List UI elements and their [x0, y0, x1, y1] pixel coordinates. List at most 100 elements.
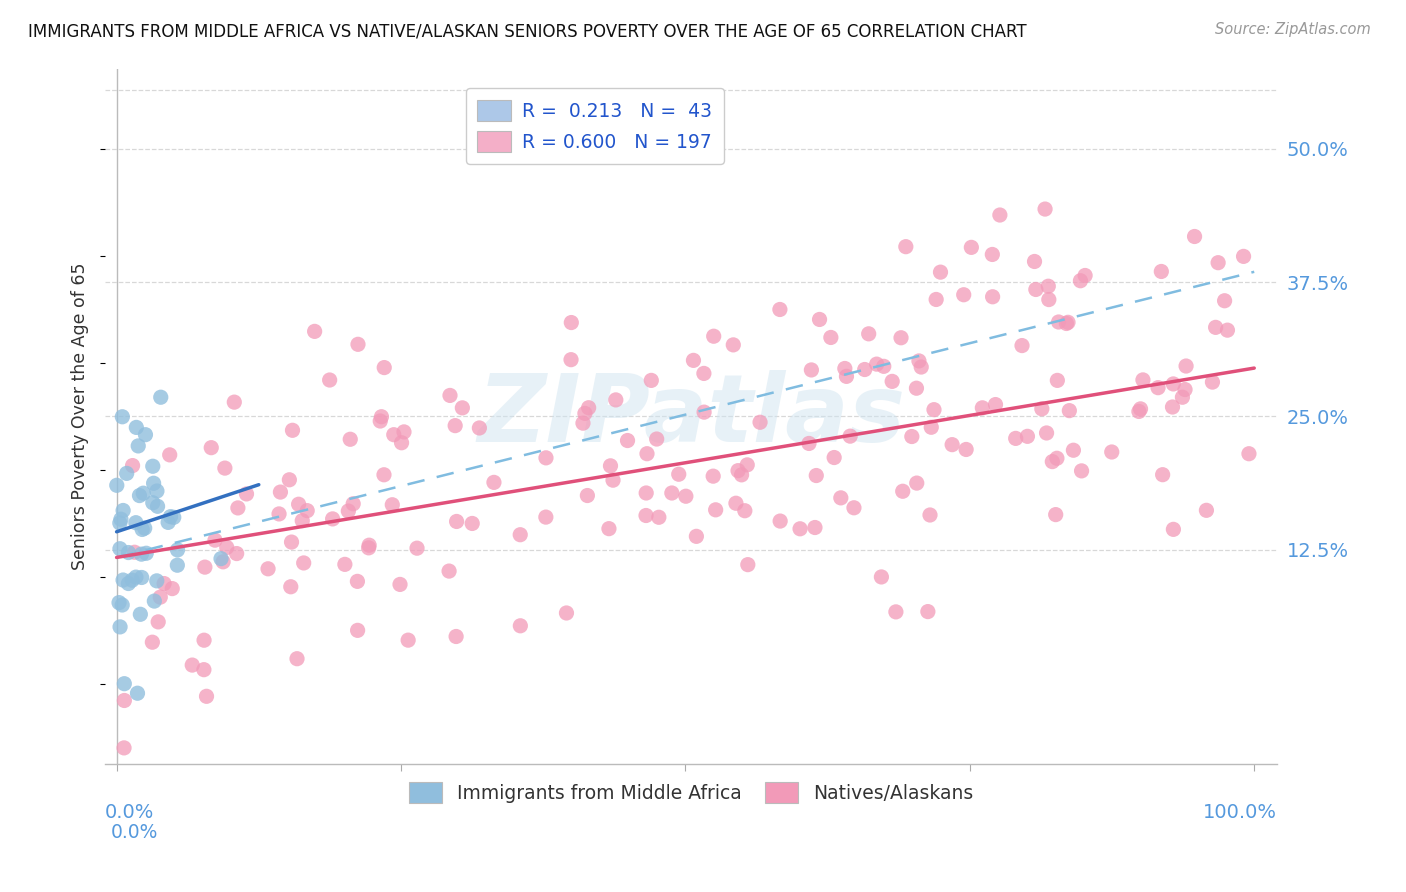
- Point: [1129, 401, 1152, 416]
- Point: [1152, 467, 1174, 482]
- Point: [1128, 404, 1150, 418]
- Point: [988, 208, 1011, 222]
- Point: [1201, 375, 1223, 389]
- Point: [830, 491, 852, 505]
- Point: [112, 740, 135, 755]
- Point: [143, 594, 166, 608]
- Y-axis label: Seniors Poverty Over the Age of 65: Seniors Poverty Over the Age of 65: [72, 262, 89, 570]
- Point: [560, 352, 582, 367]
- Point: [281, 423, 304, 437]
- Point: [534, 450, 557, 465]
- Point: [194, 560, 217, 574]
- Point: [291, 514, 314, 528]
- Point: [373, 360, 395, 375]
- Point: [121, 458, 143, 473]
- Point: [835, 369, 858, 384]
- Point: [125, 570, 148, 584]
- Point: [134, 521, 156, 535]
- Point: [823, 450, 845, 465]
- Point: [117, 576, 139, 591]
- Point: [598, 522, 620, 536]
- Point: [112, 503, 135, 517]
- Point: [955, 442, 977, 457]
- Point: [769, 302, 792, 317]
- Point: [318, 373, 340, 387]
- Point: [800, 363, 823, 377]
- Point: [392, 425, 415, 439]
- Text: 100.0%: 100.0%: [1204, 803, 1277, 822]
- Point: [873, 359, 896, 374]
- Point: [704, 503, 727, 517]
- Point: [295, 503, 318, 517]
- Point: [1011, 338, 1033, 352]
- Point: [159, 509, 181, 524]
- Point: [1070, 464, 1092, 478]
- Point: [1171, 390, 1194, 404]
- Point: [482, 475, 505, 490]
- Point: [1004, 431, 1026, 445]
- Point: [209, 551, 232, 566]
- Point: [347, 337, 370, 351]
- Point: [333, 558, 356, 572]
- Text: IMMIGRANTS FROM MIDDLE AFRICA VS NATIVE/ALASKAN SENIORS POVERTY OVER THE AGE OF : IMMIGRANTS FROM MIDDLE AFRICA VS NATIVE/…: [28, 22, 1026, 40]
- Point: [280, 535, 302, 549]
- Point: [1054, 317, 1077, 331]
- Point: [693, 405, 716, 419]
- Point: [128, 489, 150, 503]
- Point: [112, 573, 135, 587]
- Point: [648, 510, 671, 524]
- Point: [146, 500, 169, 514]
- Point: [163, 510, 186, 524]
- Text: Source: ZipAtlas.com: Source: ZipAtlas.com: [1215, 22, 1371, 37]
- Point: [1213, 293, 1236, 308]
- Point: [1237, 447, 1260, 461]
- Point: [634, 508, 657, 523]
- Point: [842, 500, 865, 515]
- Point: [1074, 268, 1097, 283]
- Point: [960, 240, 983, 254]
- Point: [200, 441, 222, 455]
- Point: [866, 357, 889, 371]
- Point: [636, 486, 658, 500]
- Point: [918, 508, 941, 522]
- Point: [668, 467, 690, 482]
- Point: [142, 496, 165, 510]
- Point: [599, 458, 621, 473]
- Point: [910, 359, 932, 374]
- Point: [920, 420, 942, 434]
- Point: [112, 693, 135, 707]
- Point: [159, 448, 181, 462]
- Point: [882, 375, 904, 389]
- Point: [576, 489, 599, 503]
- Point: [734, 504, 756, 518]
- Point: [142, 459, 165, 474]
- Point: [215, 541, 238, 555]
- Point: [1017, 429, 1039, 443]
- Point: [131, 570, 153, 584]
- Point: [905, 381, 928, 395]
- Point: [381, 498, 404, 512]
- Point: [749, 415, 772, 429]
- Point: [1216, 323, 1239, 337]
- Point: [1046, 373, 1069, 387]
- Point: [853, 362, 876, 376]
- Point: [339, 432, 361, 446]
- Point: [160, 582, 183, 596]
- Point: [737, 558, 759, 572]
- Point: [204, 533, 226, 548]
- Point: [257, 562, 280, 576]
- Point: [373, 467, 395, 482]
- Point: [269, 485, 291, 500]
- Point: [1038, 293, 1060, 307]
- Point: [112, 676, 135, 690]
- Point: [858, 326, 880, 341]
- Point: [391, 435, 413, 450]
- Point: [555, 606, 578, 620]
- Point: [193, 663, 215, 677]
- Point: [1195, 503, 1218, 517]
- Point: [267, 507, 290, 521]
- Point: [661, 486, 683, 500]
- Point: [730, 467, 752, 482]
- Point: [981, 247, 1004, 261]
- Point: [602, 473, 624, 487]
